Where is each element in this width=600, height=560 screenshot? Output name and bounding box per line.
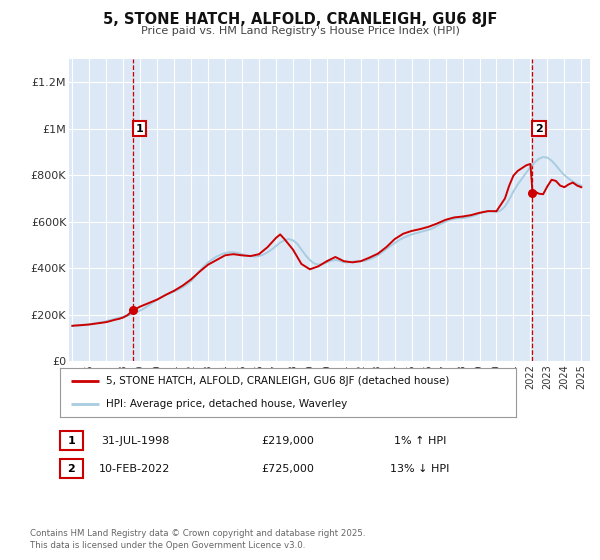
Text: 1: 1 bbox=[136, 124, 143, 134]
Text: 1% ↑ HPI: 1% ↑ HPI bbox=[394, 436, 446, 446]
Text: £725,000: £725,000 bbox=[262, 464, 314, 474]
Text: HPI: Average price, detached house, Waverley: HPI: Average price, detached house, Wave… bbox=[106, 399, 347, 409]
Text: £219,000: £219,000 bbox=[262, 436, 314, 446]
Text: 2: 2 bbox=[68, 464, 75, 474]
Text: Contains HM Land Registry data © Crown copyright and database right 2025.
This d: Contains HM Land Registry data © Crown c… bbox=[30, 529, 365, 550]
Text: 10-FEB-2022: 10-FEB-2022 bbox=[100, 464, 170, 474]
Text: 1: 1 bbox=[68, 436, 75, 446]
Text: 31-JUL-1998: 31-JUL-1998 bbox=[101, 436, 169, 446]
Text: Price paid vs. HM Land Registry's House Price Index (HPI): Price paid vs. HM Land Registry's House … bbox=[140, 26, 460, 36]
Text: 13% ↓ HPI: 13% ↓ HPI bbox=[391, 464, 449, 474]
Text: 2: 2 bbox=[535, 124, 543, 134]
Text: 5, STONE HATCH, ALFOLD, CRANLEIGH, GU6 8JF: 5, STONE HATCH, ALFOLD, CRANLEIGH, GU6 8… bbox=[103, 12, 497, 27]
Text: 5, STONE HATCH, ALFOLD, CRANLEIGH, GU6 8JF (detached house): 5, STONE HATCH, ALFOLD, CRANLEIGH, GU6 8… bbox=[106, 376, 449, 386]
